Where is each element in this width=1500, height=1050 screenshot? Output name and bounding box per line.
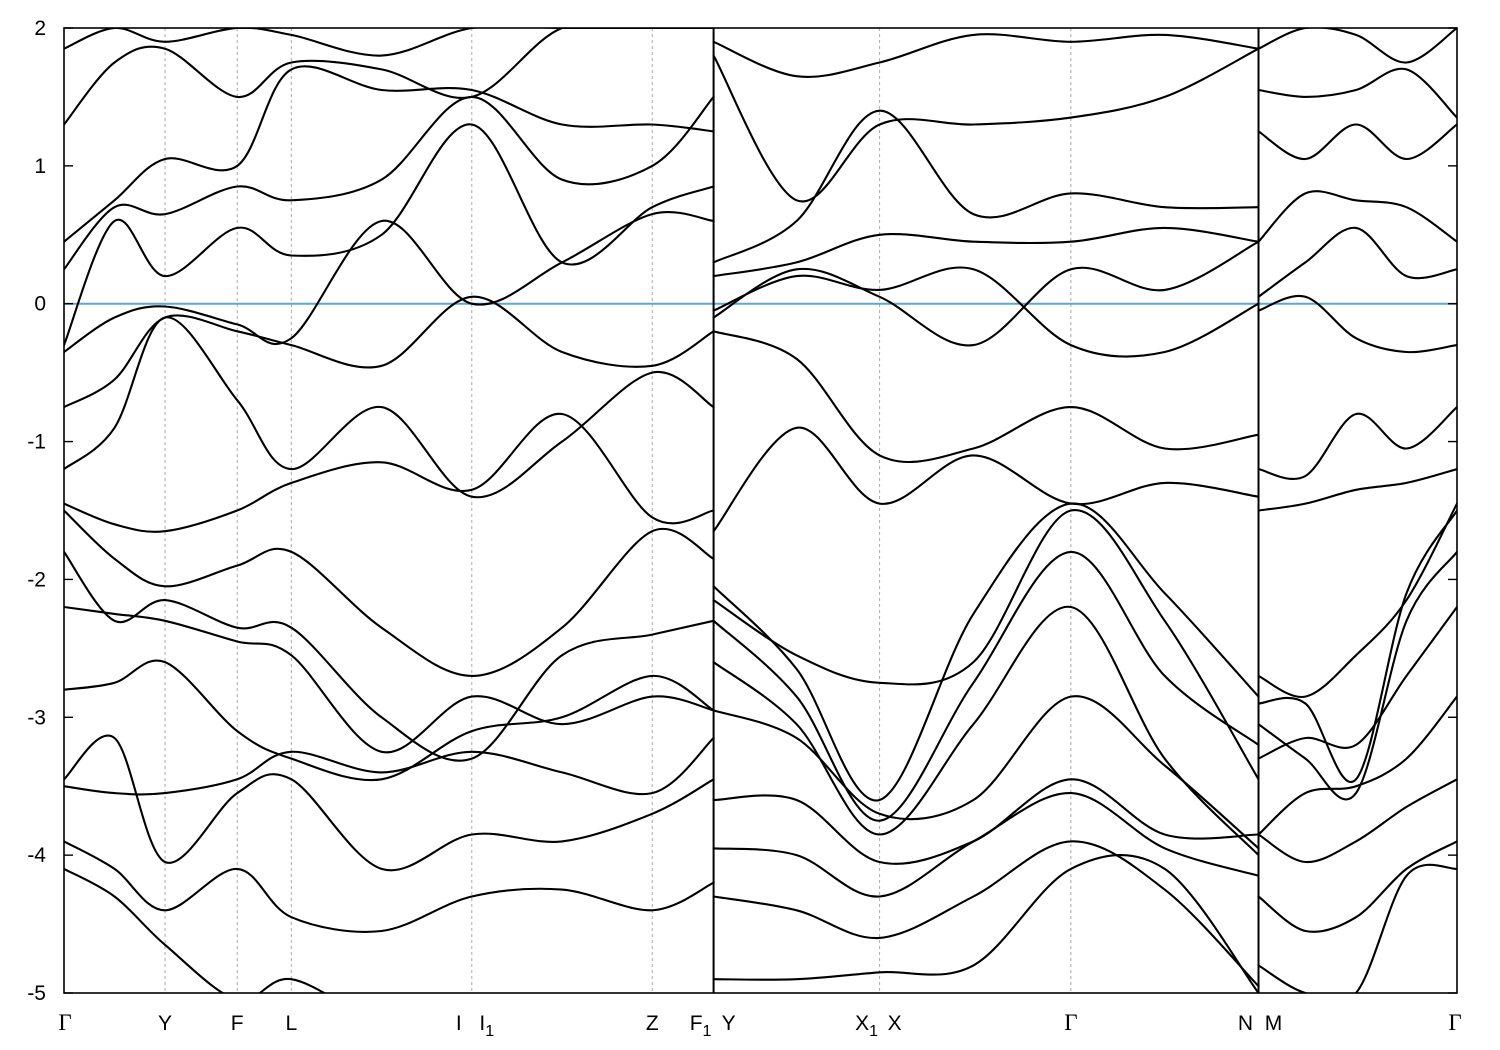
x-tick-label: Γ: [58, 1010, 71, 1035]
band-line: [64, 28, 715, 57]
y-tick-label: -4: [27, 844, 46, 867]
band-line: [712, 695, 1260, 850]
band-line: [712, 109, 1260, 264]
band-line: [712, 502, 1260, 802]
band-line: [712, 854, 1260, 993]
band-line: [712, 226, 1260, 278]
x-tick-label: Z: [646, 1012, 659, 1035]
band-line: [1257, 67, 1457, 119]
plot-frame: [63, 27, 1458, 994]
x-tick-label: Y: [158, 1012, 172, 1035]
band-line: [64, 316, 715, 499]
band-line: [712, 33, 1260, 78]
band-line: [64, 295, 715, 409]
band-line: [64, 28, 715, 126]
x-tick-label: N: [1238, 1012, 1253, 1035]
band-line: [712, 266, 1260, 358]
x-tick-label: Y: [722, 1012, 736, 1035]
x-tick-label: Γ: [1064, 1010, 1077, 1035]
band-line: [1257, 190, 1457, 243]
y-tick-label: 2: [34, 17, 46, 40]
band-line: [712, 778, 1260, 865]
x-tick-label: I1: [479, 1012, 494, 1040]
y-axis-ticks: 2 1 0 -1 -2 -3 -4 -5: [27, 17, 1457, 1005]
band-line: [1257, 509, 1457, 783]
x-axis-ticks: Γ Y F L I I1 Z F1 Y X1 X Γ N M Γ: [58, 1010, 1461, 1040]
band-line: [1257, 468, 1457, 512]
band-line: [64, 412, 715, 533]
band-line: [1257, 550, 1457, 801]
band-line: [712, 550, 1260, 822]
band-line: [1257, 863, 1457, 993]
band-line: [64, 211, 715, 354]
band-line: [64, 550, 715, 762]
segment-separators: [712, 28, 1260, 993]
band-line: [1257, 406, 1457, 481]
band-line: [1257, 502, 1457, 698]
x-tick-label: F: [231, 1012, 244, 1035]
band-line: [1257, 294, 1457, 354]
x-tick-label: X1: [855, 1012, 878, 1040]
y-tick-label: -2: [27, 568, 46, 591]
band-line: [64, 659, 715, 782]
band-line: [712, 840, 1260, 988]
band-line: [1257, 605, 1457, 760]
band-line: [712, 240, 1260, 347]
band-line: [64, 605, 715, 754]
y-tick-label: 0: [34, 293, 46, 316]
band-line: [64, 867, 327, 993]
y-tick-label: -1: [27, 431, 46, 454]
band-line: [64, 65, 715, 243]
band-lines: [64, 28, 1457, 993]
band-line: [1257, 778, 1457, 864]
band-line: [712, 330, 1260, 463]
band-line: [1257, 840, 1457, 933]
band-line: [64, 123, 715, 347]
band-line: [712, 509, 1260, 781]
x-tick-label: L: [286, 1012, 298, 1035]
band-line: [712, 605, 1260, 857]
x-tick-label: Γ: [1448, 1010, 1461, 1035]
band-line: [64, 95, 715, 271]
y-tick-label: -3: [27, 706, 46, 729]
band-line: [1257, 28, 1457, 64]
x-tick-label: X: [888, 1012, 902, 1035]
band-line: [1257, 226, 1457, 298]
x-tick-label: I: [456, 1012, 462, 1035]
band-line: [64, 736, 715, 796]
band-line: [1257, 123, 1457, 161]
y-tick-label: -5: [27, 982, 46, 1005]
band-line: [1257, 695, 1457, 836]
band-line: [64, 840, 715, 933]
band-line: [712, 792, 1260, 898]
band-line: [64, 734, 715, 872]
x-tick-label: M: [1265, 1012, 1283, 1035]
band-line: [64, 509, 715, 677]
x-tick-label: F1: [690, 1012, 712, 1040]
band-line: [712, 47, 1260, 203]
y-tick-label: 1: [34, 155, 46, 178]
band-line: [712, 426, 1260, 533]
